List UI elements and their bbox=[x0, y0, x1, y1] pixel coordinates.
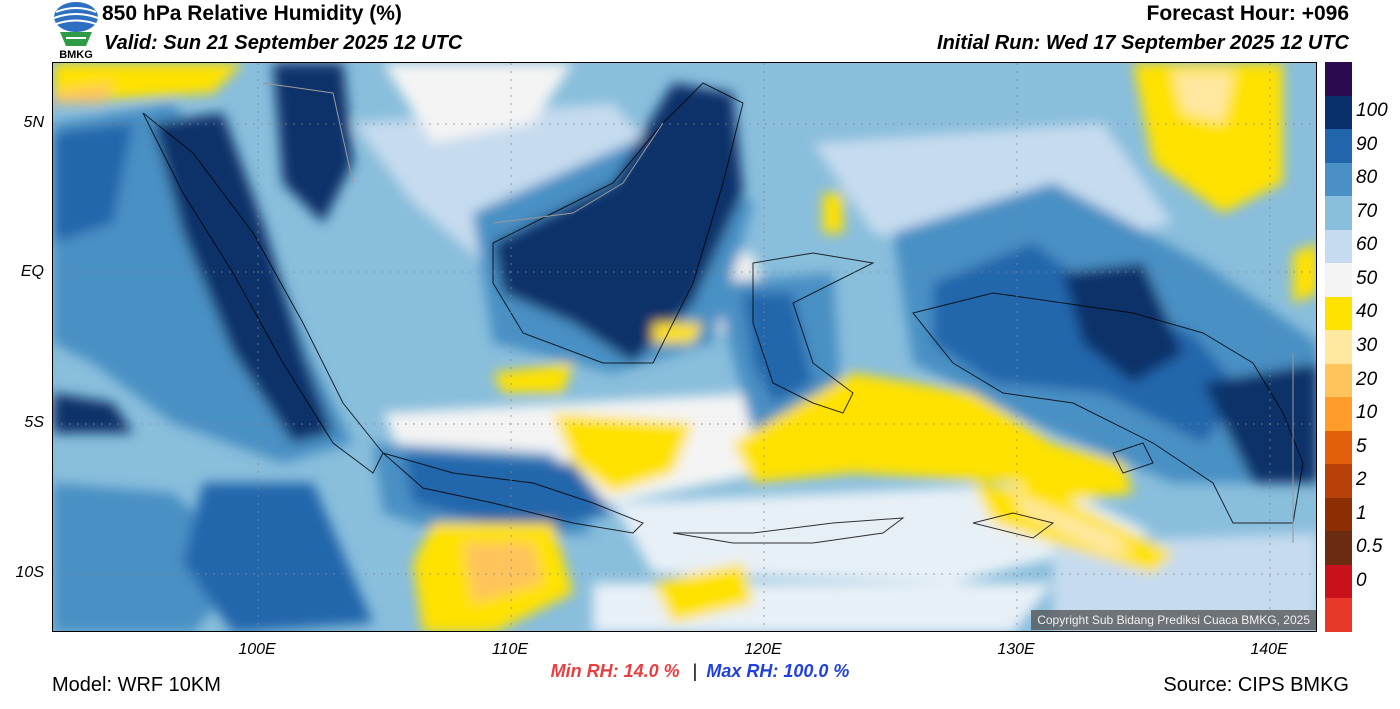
stats-separator: | bbox=[692, 661, 698, 681]
colorbar-segment bbox=[1325, 263, 1352, 297]
lon-label-130e: 130E bbox=[997, 641, 1035, 658]
colorbar-label: 100 bbox=[1356, 100, 1388, 122]
rh-stats: Min RH: 14.0 % | Max RH: 100.0 % bbox=[0, 661, 1400, 682]
colorbar-segment bbox=[1325, 363, 1352, 398]
svg-text:BMKG: BMKG bbox=[59, 49, 93, 60]
colorbar-label: 70 bbox=[1356, 200, 1378, 222]
lon-label-110e: 110E bbox=[491, 641, 529, 658]
colorbar-segment bbox=[1325, 330, 1352, 364]
colorbar-label: 1 bbox=[1356, 502, 1367, 524]
colorbar-label: 0 bbox=[1356, 569, 1367, 591]
copyright-notice: Copyright Sub Bidang Prediksi Cuaca BMKG… bbox=[1031, 610, 1316, 630]
colorbar-label: 60 bbox=[1356, 234, 1378, 256]
lon-label-140e: 140E bbox=[1250, 641, 1288, 658]
colorbar-segment bbox=[1325, 497, 1352, 532]
forecast-hour: Forecast Hour: +096 bbox=[1146, 2, 1350, 25]
lat-label-10s: 10S bbox=[15, 564, 44, 581]
data-source: Source: CIPS BMKG bbox=[1163, 674, 1349, 696]
humidity-field bbox=[53, 63, 1316, 631]
colorbar-segment bbox=[1325, 430, 1352, 465]
colorbar-segment bbox=[1325, 598, 1352, 632]
colorbar-label: 0.5 bbox=[1356, 536, 1383, 558]
colorbar-label: 5 bbox=[1356, 435, 1367, 457]
colorbar-label: 30 bbox=[1356, 335, 1378, 356]
colorbar bbox=[1325, 62, 1352, 632]
model-name: Model: WRF 10KM bbox=[52, 674, 221, 696]
chart-title: 850 hPa Relative Humidity (%) bbox=[102, 2, 402, 25]
coastlines bbox=[142, 82, 1304, 544]
lat-label-5s: 5S bbox=[24, 414, 44, 431]
lat-label-eq: EQ bbox=[20, 263, 44, 280]
colorbar-segment bbox=[1325, 464, 1352, 498]
colorbar-label: 10 bbox=[1356, 402, 1378, 424]
colorbar-segment bbox=[1325, 129, 1352, 163]
colorbar-label: 2 bbox=[1356, 469, 1367, 491]
colorbar-segment bbox=[1325, 62, 1352, 96]
colorbar-segment bbox=[1325, 564, 1352, 599]
colorbar-segment bbox=[1325, 296, 1352, 331]
max-rh: Max RH: 100.0 % bbox=[706, 661, 850, 681]
colorbar-label: 20 bbox=[1356, 368, 1378, 390]
colorbar-segment bbox=[1325, 95, 1352, 130]
colorbar-segment bbox=[1325, 531, 1352, 565]
lon-label-100e: 100E bbox=[238, 641, 276, 658]
colorbar-segment bbox=[1325, 162, 1352, 197]
colorbar-segment bbox=[1325, 229, 1352, 264]
lat-label-5n: 5N bbox=[23, 114, 44, 131]
graticule bbox=[53, 63, 1316, 631]
colorbar-label: 80 bbox=[1356, 167, 1378, 189]
bmkg-logo: BMKG bbox=[52, 0, 100, 61]
colorbar-segment bbox=[1325, 397, 1352, 431]
colorbar-label: 50 bbox=[1356, 267, 1378, 289]
humidity-map bbox=[52, 62, 1317, 632]
colorbar-label: 40 bbox=[1356, 301, 1378, 323]
min-rh: Min RH: 14.0 % bbox=[550, 661, 680, 681]
colorbar-label: 90 bbox=[1356, 133, 1378, 155]
valid-time: Valid: Sun 21 September 2025 12 UTC bbox=[104, 32, 463, 54]
colorbar-segment bbox=[1325, 196, 1352, 230]
lon-label-120e: 120E bbox=[744, 641, 782, 658]
initial-run: Initial Run: Wed 17 September 2025 12 UT… bbox=[937, 32, 1349, 54]
country-borders bbox=[262, 82, 1294, 543]
